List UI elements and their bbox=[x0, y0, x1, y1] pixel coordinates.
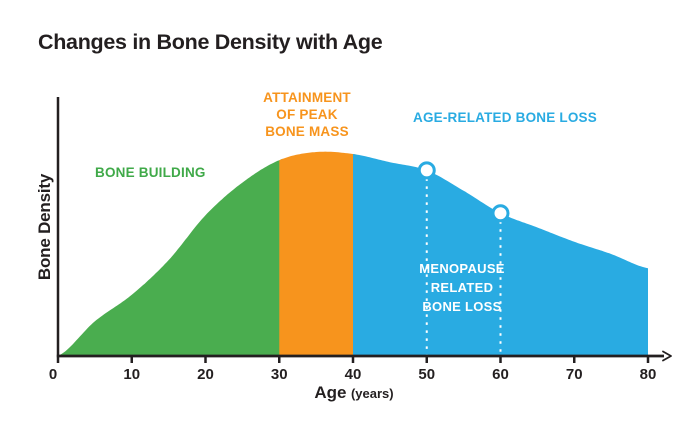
x-tick-label-0: 0 bbox=[49, 366, 57, 383]
x-tick-label-70: 70 bbox=[566, 366, 583, 383]
area-peak-bone-mass bbox=[279, 151, 357, 356]
x-axis-arrow-icon bbox=[662, 350, 672, 362]
x-tick-label-10: 10 bbox=[123, 366, 140, 383]
label-menopause-line3: BONE LOSS bbox=[422, 299, 502, 314]
label-menopause-bone-loss: MENOPAUSE RELATED BONE LOSS bbox=[419, 259, 505, 316]
marker-circle-60 bbox=[491, 204, 510, 223]
x-axis-label: Age (years) bbox=[314, 383, 393, 403]
x-tick-label-30: 30 bbox=[271, 366, 288, 383]
label-age-related-bone-loss: AGE-RELATED BONE LOSS bbox=[413, 110, 597, 125]
x-tick-label-60: 60 bbox=[492, 366, 509, 383]
label-peak-line2: OF PEAK bbox=[276, 107, 338, 122]
label-menopause-line2: RELATED bbox=[430, 280, 494, 295]
x-tick-label-50: 50 bbox=[418, 366, 435, 383]
x-tick-label-20: 20 bbox=[197, 366, 214, 383]
label-peak-line1: ATTAINMENT bbox=[263, 90, 351, 105]
marker-circle-50 bbox=[417, 161, 436, 180]
label-peak-line3: BONE MASS bbox=[265, 124, 349, 139]
area-bone-building bbox=[58, 158, 283, 356]
label-bone-building: BONE BUILDING bbox=[95, 165, 206, 180]
x-tick-label-80: 80 bbox=[640, 366, 657, 383]
x-axis-label-main: Age bbox=[314, 383, 347, 402]
label-peak-bone-mass: ATTAINMENT OF PEAK BONE MASS bbox=[263, 89, 351, 140]
x-axis-label-unit: (years) bbox=[350, 386, 394, 401]
y-axis-label: Bone Density bbox=[35, 173, 54, 281]
chart-title: Changes in Bone Density with Age bbox=[38, 30, 383, 54]
x-tick-label-40: 40 bbox=[345, 366, 362, 383]
label-menopause-line1: MENOPAUSE bbox=[419, 261, 505, 276]
